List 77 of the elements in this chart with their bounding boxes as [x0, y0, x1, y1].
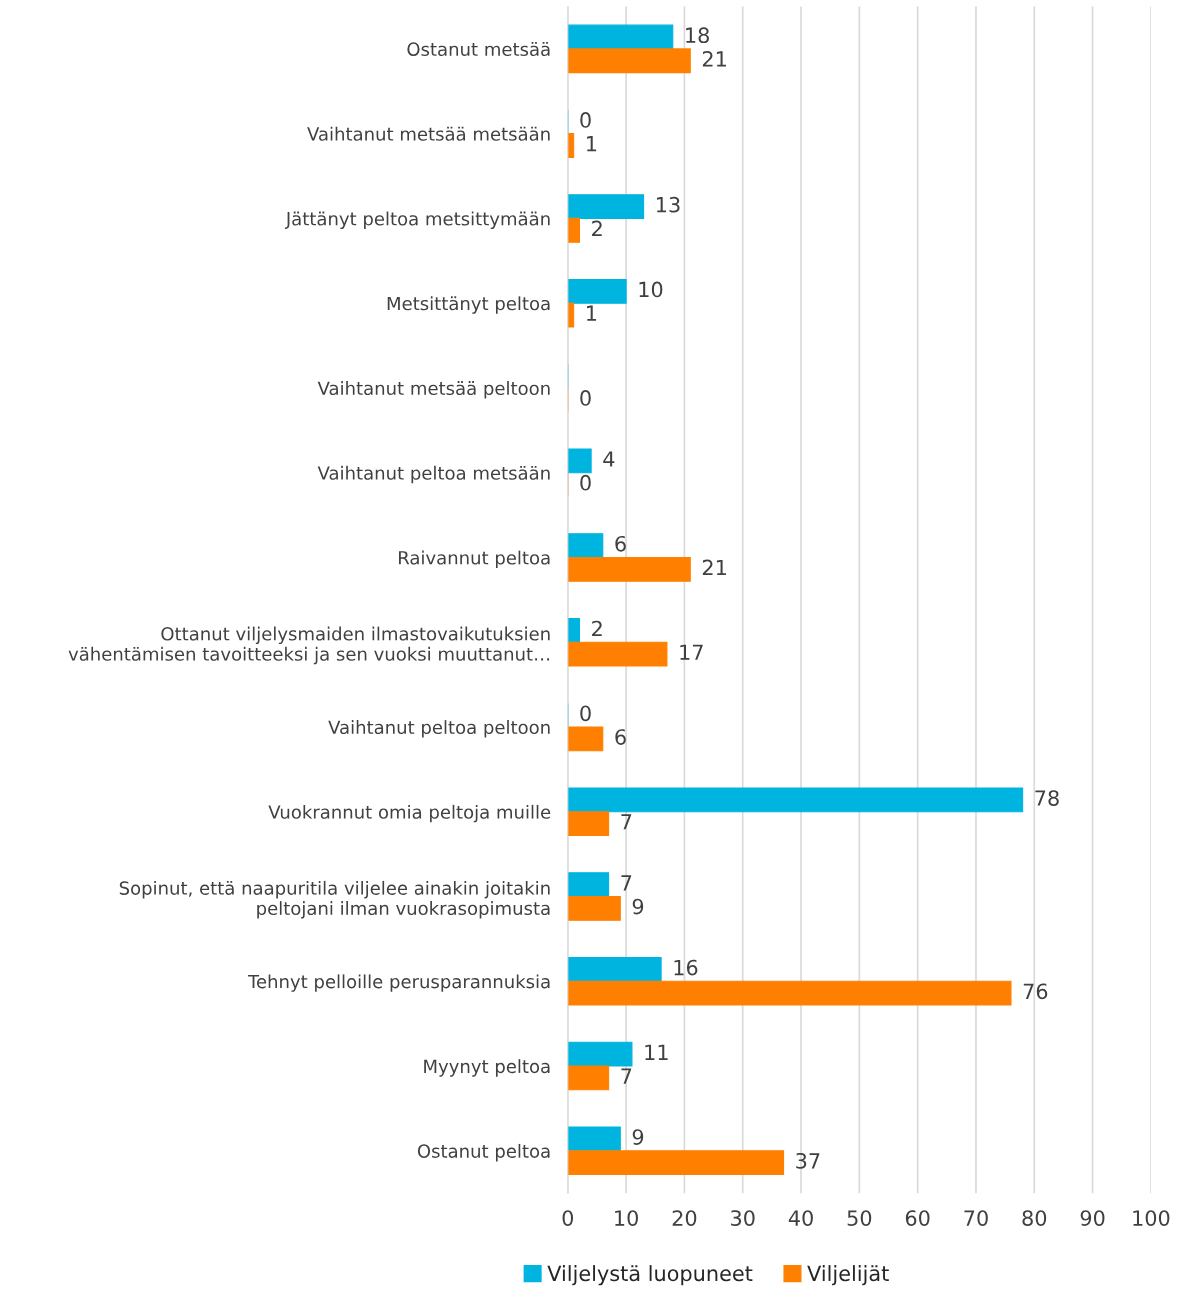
- bar: [567, 1150, 785, 1176]
- y-tick-label: Sopinut, että naapuritila viljelee ainakin joitakin peltojani ilman vuokrasopimusta: [119, 880, 550, 919]
- bar: [567, 726, 604, 752]
- x-tick-label: 0: [562, 1210, 574, 1226]
- x-tick-label: 30: [731, 1210, 755, 1226]
- bar: [567, 302, 575, 328]
- bar: [567, 1041, 633, 1067]
- bar: [567, 48, 691, 74]
- bar: [567, 872, 610, 898]
- bar: [567, 533, 604, 559]
- x-tick-label: 50: [847, 1210, 872, 1226]
- data-label: 7: [621, 1068, 632, 1084]
- data-label: 1: [587, 305, 597, 321]
- x-tick-label: 100: [1133, 1210, 1170, 1226]
- data-label: 1: [587, 136, 597, 152]
- y-tick-label: Metsittänyt peltoa: [387, 296, 550, 314]
- data-label: 37: [796, 1152, 820, 1169]
- data-label: 0: [580, 390, 591, 406]
- bar: [567, 448, 592, 474]
- data-label: 76: [1023, 983, 1048, 1000]
- y-tick-label: Ostanut peltoa: [417, 1143, 550, 1162]
- y-tick-label: Vuokrannut omia peltoja muille: [268, 804, 551, 823]
- data-label: 4: [603, 451, 615, 467]
- y-tick-label: Vaihtanut peltoa peltoon: [328, 720, 550, 738]
- data-label: 0: [580, 705, 591, 722]
- bar: [567, 194, 645, 219]
- data-label: 0: [580, 112, 591, 128]
- data-label: 7: [621, 814, 632, 830]
- bar: [567, 133, 575, 158]
- y-tick-label: Tehnyt pelloille perusparannuksia: [247, 974, 550, 992]
- x-tick-label: 80: [1022, 1210, 1047, 1226]
- bar: [567, 956, 662, 982]
- x-tick-label: 40: [788, 1210, 813, 1226]
- x-tick-label: 60: [905, 1210, 930, 1226]
- data-label: 6: [615, 535, 626, 552]
- bar: [567, 217, 581, 243]
- x-tick-label: 20: [672, 1210, 697, 1226]
- data-label: 10: [639, 281, 663, 298]
- data-label: 0: [580, 474, 591, 491]
- bar: [567, 1126, 621, 1152]
- y-tick-label: Vaihtanut peltoa metsään: [317, 465, 550, 484]
- bar: [567, 617, 581, 643]
- y-tick-label: Ostanut metsää: [407, 42, 550, 57]
- data-label: 11: [645, 1044, 668, 1060]
- y-tick-label: Jättänyt peltoa metsittymään: [284, 211, 550, 230]
- data-label: 13: [657, 196, 680, 213]
- y-tick-label: Raivannut peltoa: [399, 550, 550, 569]
- data-label: 9: [632, 898, 644, 915]
- data-label: 9: [632, 1129, 644, 1145]
- x-tick-label: 90: [1080, 1210, 1105, 1226]
- bar: [567, 787, 1024, 813]
- bar: [567, 278, 627, 304]
- y-tick-label: Ottanut viljelysmaiden ilmastovaikutuksien vähentämisen tavoitteeksi ja sen vuoksi muuttanut…: [68, 626, 550, 665]
- bar: [567, 1065, 610, 1091]
- bar: [567, 895, 621, 921]
- data-label: 18: [686, 27, 709, 44]
- bar: [567, 24, 674, 50]
- data-label: 2: [592, 220, 602, 237]
- y-tick-label: Vaihtanut metsää metsään: [307, 126, 550, 141]
- y-tick-label: Vaihtanut metsää peltoon: [317, 381, 550, 399]
- x-tick-label: 10: [615, 1210, 638, 1226]
- bar: [567, 811, 610, 837]
- data-label: 21: [702, 559, 726, 576]
- data-label: 7: [621, 875, 632, 891]
- data-label: 17: [680, 644, 703, 660]
- data-label: 6: [615, 729, 626, 745]
- legend-label: Viljelystä luopuneet: [547, 1265, 753, 1286]
- legend-label: Viljelijät: [807, 1265, 889, 1286]
- data-label: 78: [1035, 790, 1059, 806]
- data-label: 21: [702, 51, 726, 67]
- x-tick-label: 70: [964, 1210, 988, 1226]
- y-tick-label: Myynyt peltoa: [424, 1059, 550, 1077]
- bar: [567, 641, 668, 667]
- data-label: 16: [674, 959, 698, 976]
- bar: [567, 980, 1012, 1006]
- data-label: 2: [592, 620, 602, 637]
- bar: [567, 556, 691, 582]
